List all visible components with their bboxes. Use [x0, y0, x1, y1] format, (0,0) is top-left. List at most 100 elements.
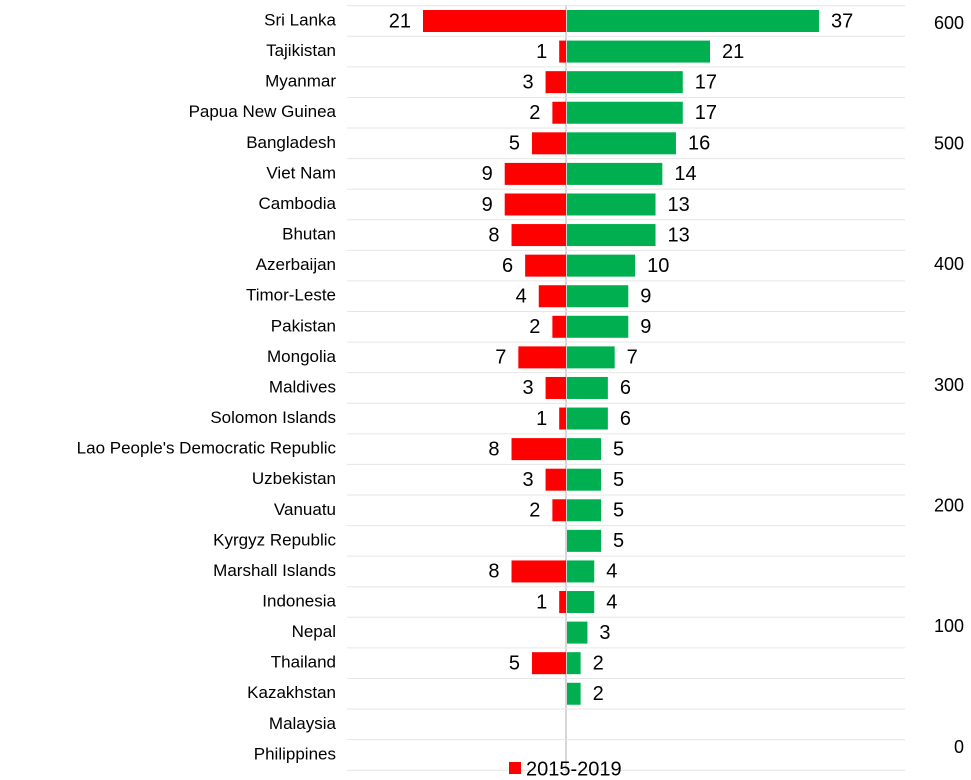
value-label: 4	[516, 286, 527, 308]
value-label: 5	[613, 438, 624, 460]
category-label: Lao People's Democratic Republic	[77, 439, 337, 458]
value-label: 6	[502, 255, 513, 277]
bar	[559, 407, 566, 430]
bar	[567, 40, 711, 63]
bar	[567, 254, 636, 277]
category-label: Viet Nam	[266, 163, 336, 182]
category-label: Indonesia	[262, 592, 336, 611]
category-label: Vanuatu	[274, 500, 336, 519]
bar	[567, 10, 819, 32]
bar	[567, 162, 663, 185]
y2-tick-label: 300	[934, 375, 964, 395]
bar	[525, 254, 566, 277]
y2-tick-label: 100	[934, 616, 964, 636]
value-label: 7	[495, 347, 506, 369]
bar	[567, 71, 683, 94]
value-label: 9	[482, 194, 493, 216]
value-label: 9	[640, 316, 651, 338]
bar	[552, 101, 566, 124]
bar	[567, 560, 595, 583]
bar	[567, 346, 615, 369]
y2-tick-label: 200	[934, 495, 964, 515]
category-label: Pakistan	[271, 316, 336, 335]
category-label: Timor-Leste	[246, 286, 336, 305]
category-label: Thailand	[271, 653, 336, 672]
bar	[567, 652, 581, 675]
bar	[504, 193, 566, 216]
category-label: Bhutan	[282, 225, 336, 244]
bar	[567, 682, 581, 705]
bar	[567, 315, 629, 338]
bar	[567, 376, 608, 399]
bar	[504, 162, 566, 185]
bar	[567, 132, 676, 155]
bar	[511, 438, 566, 461]
category-label: Maldives	[269, 377, 336, 396]
value-label: 17	[695, 102, 717, 124]
value-label: 5	[613, 500, 624, 522]
value-label: 4	[606, 561, 617, 583]
value-label: 16	[688, 133, 710, 155]
value-label: 9	[640, 286, 651, 308]
category-label: Azerbaijan	[256, 255, 336, 274]
y2-tick-label: 400	[934, 254, 964, 274]
value-label: 8	[488, 224, 499, 246]
value-label: 21	[389, 10, 411, 32]
bar	[545, 376, 566, 399]
category-label: Myanmar	[265, 72, 336, 91]
bar	[545, 468, 566, 491]
value-label: 1	[536, 408, 547, 430]
category-label: Nepal	[292, 622, 336, 641]
category-label: Uzbekistan	[252, 469, 336, 488]
value-label: 3	[522, 377, 533, 399]
bar	[567, 621, 588, 644]
value-label: 2	[593, 652, 604, 674]
value-label: 8	[488, 438, 499, 460]
bar	[567, 407, 608, 430]
category-label: Sri Lanka	[264, 10, 336, 29]
bar	[511, 560, 566, 583]
y2-tick-label: 0	[954, 737, 964, 757]
value-label: 2	[529, 500, 540, 522]
bar	[545, 71, 566, 94]
value-label: 13	[668, 194, 690, 216]
bar	[559, 591, 566, 614]
value-label: 5	[509, 133, 520, 155]
category-label: Tajikistan	[266, 41, 336, 60]
value-label: 4	[606, 591, 617, 613]
value-label: 10	[647, 255, 669, 277]
value-label: 6	[620, 408, 631, 430]
value-label: 13	[668, 224, 690, 246]
bar	[567, 591, 595, 614]
value-label: 8	[488, 561, 499, 583]
value-label: 3	[599, 622, 610, 644]
category-label: Cambodia	[259, 194, 337, 213]
bar	[531, 652, 566, 675]
value-label: 17	[695, 71, 717, 93]
category-label: Solomon Islands	[210, 408, 336, 427]
bar	[552, 499, 566, 522]
bar	[567, 101, 683, 124]
bar	[511, 224, 566, 247]
value-label: 5	[613, 469, 624, 491]
value-label: 3	[522, 469, 533, 491]
value-label: 14	[674, 163, 696, 185]
category-label: Kazakhstan	[247, 683, 336, 702]
value-label: 7	[627, 347, 638, 369]
bar	[538, 285, 566, 308]
bar	[531, 132, 566, 155]
bar	[567, 468, 602, 491]
bar	[567, 224, 656, 247]
category-label: Kyrgyz Republic	[213, 530, 336, 549]
bar	[422, 10, 566, 32]
legend-swatch	[509, 762, 521, 774]
category-label: Malaysia	[269, 714, 337, 733]
y2-tick-label: 500	[934, 133, 964, 153]
bar	[567, 193, 656, 216]
category-label: Marshall Islands	[213, 561, 336, 580]
bar	[567, 438, 602, 461]
value-label: 6	[620, 377, 631, 399]
value-label: 3	[522, 71, 533, 93]
value-label: 2	[593, 683, 604, 705]
